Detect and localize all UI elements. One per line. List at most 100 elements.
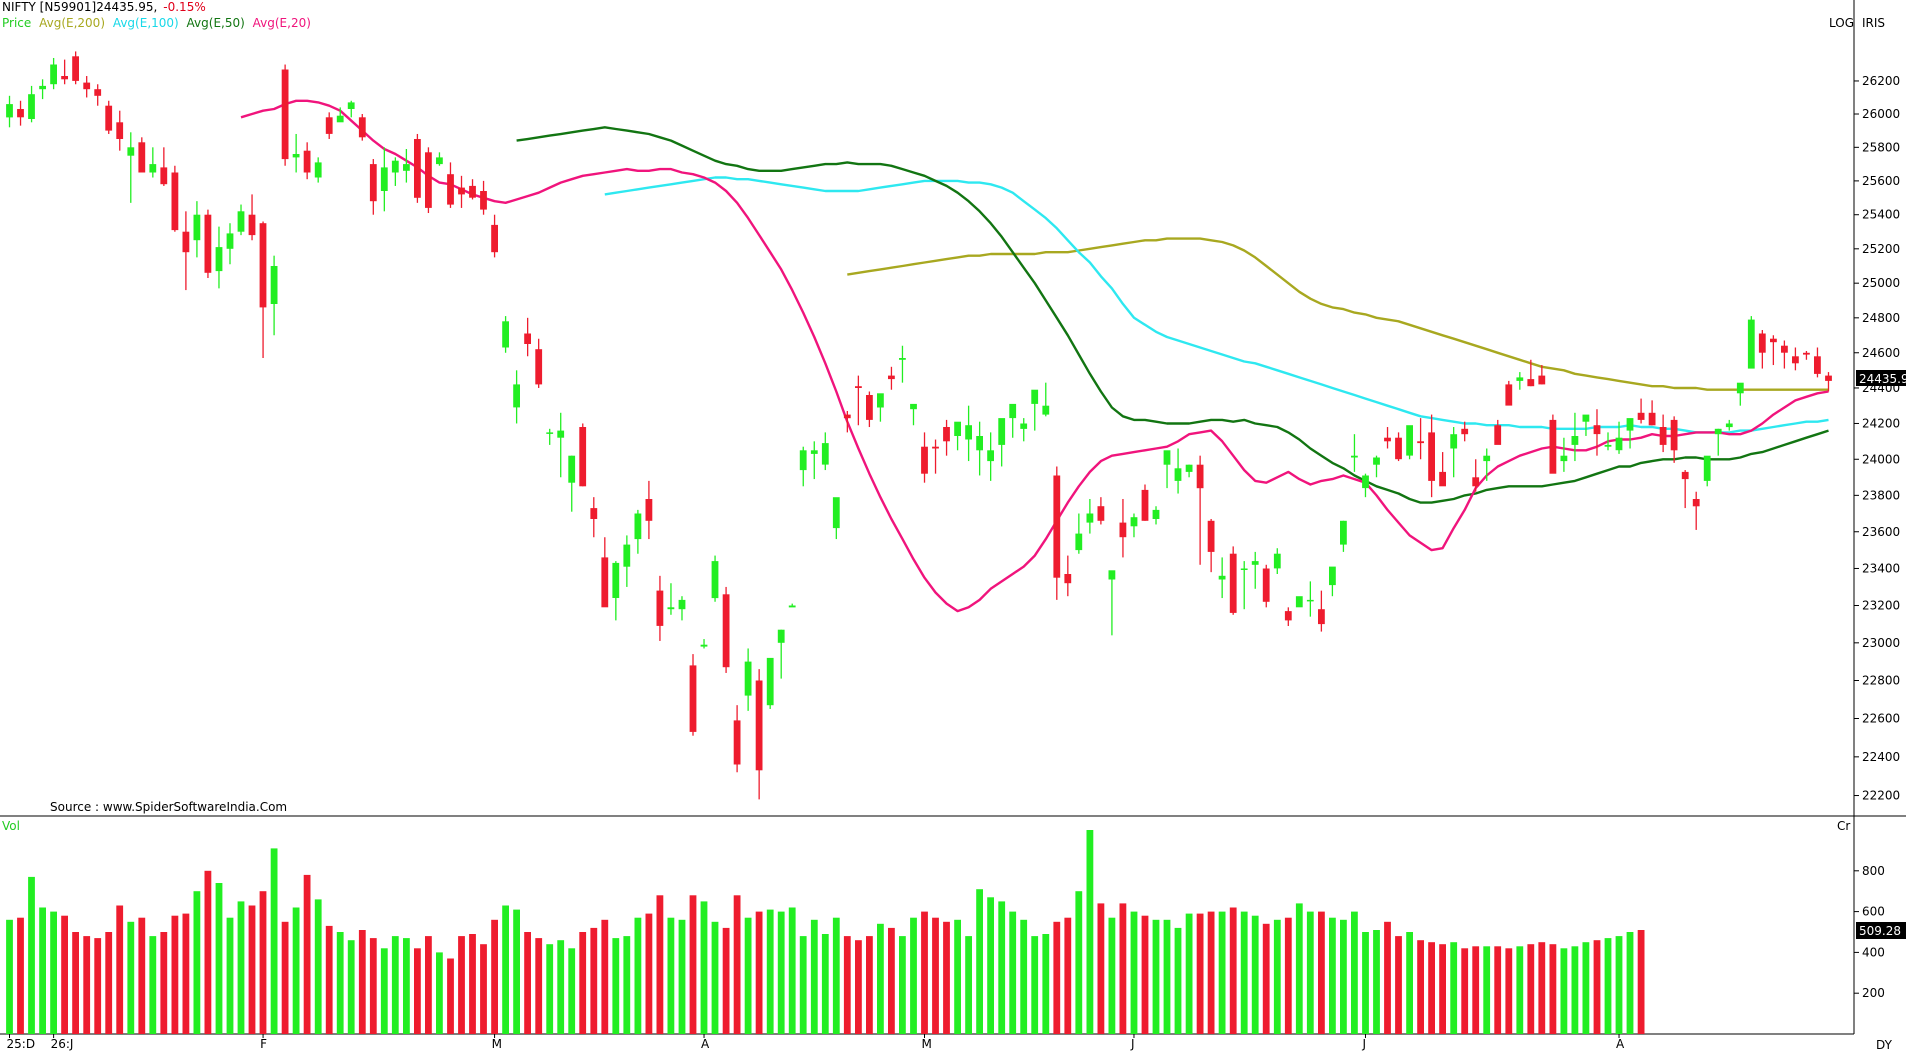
candle-body xyxy=(1615,437,1623,451)
ema100-line xyxy=(604,176,1829,434)
volume-bar xyxy=(17,917,24,1034)
candle-body xyxy=(347,102,355,109)
volume-bar xyxy=(700,901,708,1034)
candle-body xyxy=(976,436,983,451)
candle-body xyxy=(436,157,443,165)
candle-body xyxy=(1571,436,1579,445)
candle-body xyxy=(447,174,454,205)
candle-body xyxy=(1295,596,1303,608)
volume-bar xyxy=(1229,907,1237,1034)
candle-body xyxy=(292,154,300,158)
candle-body xyxy=(1747,319,1755,369)
candle-body xyxy=(832,497,840,529)
candle-body xyxy=(1659,427,1667,445)
candle-body xyxy=(458,187,465,195)
candle-body xyxy=(127,147,135,156)
volume-bar xyxy=(458,936,465,1034)
volume-bar xyxy=(546,944,554,1034)
volume-bar xyxy=(50,911,57,1034)
volume-bar xyxy=(1141,915,1149,1034)
volume-bar xyxy=(590,927,598,1034)
price-tick-label: 22600 xyxy=(1862,712,1900,726)
candle-body xyxy=(1781,345,1788,353)
volume-bar xyxy=(1240,911,1248,1034)
volume-bar xyxy=(1560,948,1568,1034)
candle-body xyxy=(237,211,245,232)
price-tick-label: 24200 xyxy=(1862,416,1900,430)
candle-body xyxy=(766,657,774,706)
volume-bar xyxy=(469,934,476,1034)
volume-bar xyxy=(1461,948,1469,1034)
volume-bar xyxy=(1571,946,1579,1034)
volume-bar xyxy=(369,938,377,1034)
volume-bar xyxy=(579,932,587,1034)
price-tick-label: 26200 xyxy=(1862,74,1900,88)
candle-body xyxy=(645,499,653,521)
volume-bar xyxy=(347,940,355,1034)
volume-bar xyxy=(1262,923,1270,1034)
volume-bar xyxy=(1284,917,1292,1034)
candle-body xyxy=(491,224,498,253)
candle-body xyxy=(1670,419,1678,451)
volume-bar xyxy=(1472,946,1480,1034)
candle-body xyxy=(1814,356,1821,374)
volume-bar xyxy=(623,936,631,1034)
period-label[interactable]: DY xyxy=(1876,1038,1893,1052)
log-toggle[interactable]: LOG xyxy=(1829,16,1854,30)
candle-body xyxy=(810,450,818,454)
volume-bar xyxy=(976,889,983,1034)
candle-body xyxy=(1560,455,1568,462)
volume-bar xyxy=(116,905,124,1034)
price-badge-box xyxy=(1856,370,1906,386)
legend-ema20[interactable]: Avg(E,20) xyxy=(253,16,311,30)
volume-bar xyxy=(149,936,157,1034)
candle-body xyxy=(61,76,68,80)
candle-body xyxy=(469,185,476,198)
volume-bar xyxy=(237,901,245,1034)
candle-body xyxy=(1163,450,1171,465)
volume-bar xyxy=(436,952,443,1034)
price-tick-label: 22400 xyxy=(1862,750,1900,764)
legend-ema200[interactable]: Avg(E,200) xyxy=(39,16,105,30)
volume-bar xyxy=(391,936,399,1034)
candle-body xyxy=(226,233,234,249)
volume-bar xyxy=(998,901,1006,1034)
candle-body xyxy=(72,56,79,81)
candle-body xyxy=(1758,333,1766,353)
volume-bar xyxy=(1273,919,1281,1034)
volume-bar xyxy=(270,848,278,1034)
volume-tick-label: 600 xyxy=(1862,905,1885,919)
volume-bar xyxy=(667,917,675,1034)
iris-toggle[interactable]: IRIS xyxy=(1862,16,1885,30)
volume-bar xyxy=(1185,913,1193,1034)
price-tick-label: 25400 xyxy=(1862,208,1900,222)
candle-body xyxy=(204,214,212,273)
candle-body xyxy=(369,164,377,202)
candle-body xyxy=(656,590,664,626)
legend-ema100[interactable]: Avg(E,100) xyxy=(113,16,179,30)
candle-body xyxy=(1681,471,1689,480)
legend-price[interactable]: Price xyxy=(2,16,31,30)
volume-bar xyxy=(810,919,818,1034)
volume-bar xyxy=(1064,917,1072,1034)
volume-bar xyxy=(855,940,862,1034)
volume-bar xyxy=(1582,942,1590,1034)
price-axis: 22200 22400 22600 22800 23000 23200 23400 23600… xyxy=(1854,74,1900,803)
candle-body xyxy=(557,430,565,438)
candle-body xyxy=(954,421,961,436)
volume-bar xyxy=(888,927,895,1034)
volume-bar xyxy=(877,923,884,1034)
candle-body xyxy=(1770,338,1777,343)
volume-bar xyxy=(513,909,520,1034)
legend-ema50[interactable]: Avg(E,50) xyxy=(187,16,245,30)
candle-body xyxy=(910,403,917,410)
time-tick-label: M xyxy=(492,1037,502,1051)
volume-bar xyxy=(1207,911,1215,1034)
volume-bar xyxy=(612,938,620,1034)
candle-body xyxy=(1196,464,1204,489)
price-tick-label: 23000 xyxy=(1862,636,1900,650)
candle-body xyxy=(1538,375,1546,385)
volume-bar xyxy=(72,932,79,1034)
volume-bar xyxy=(1306,911,1314,1034)
